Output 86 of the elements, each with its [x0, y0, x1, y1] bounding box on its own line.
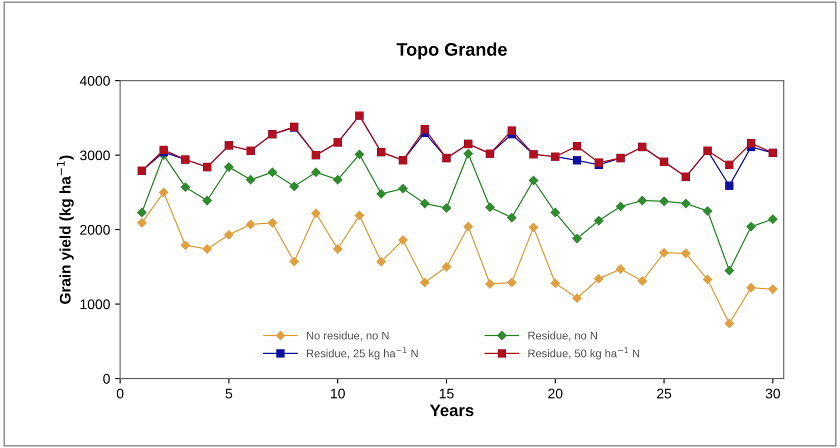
point — [507, 213, 516, 222]
point — [464, 149, 473, 158]
point — [224, 230, 234, 240]
point — [508, 126, 516, 135]
point — [528, 222, 538, 232]
point — [659, 248, 669, 258]
point — [681, 248, 690, 258]
point — [681, 198, 690, 208]
point — [616, 202, 626, 212]
point — [572, 294, 582, 303]
point — [246, 220, 256, 230]
point — [550, 278, 560, 288]
point — [616, 264, 626, 274]
point — [594, 274, 604, 284]
point — [398, 235, 408, 245]
point — [180, 182, 190, 192]
point — [638, 196, 647, 206]
point — [768, 284, 778, 294]
y-tick-label: 4000 — [80, 76, 110, 86]
y-tick-label: 1000 — [80, 299, 110, 310]
point — [290, 257, 299, 266]
point — [594, 216, 604, 226]
point — [246, 175, 256, 184]
point — [528, 176, 538, 186]
point — [290, 182, 299, 192]
legend-label: Residue, 50 kg ha$^{−1}$ N — [528, 347, 640, 360]
x-tick-label: 0 — [116, 388, 124, 398]
point — [659, 196, 669, 206]
point — [594, 158, 603, 167]
point — [333, 175, 342, 184]
x-tick-label: 20 — [548, 388, 562, 398]
point — [572, 234, 582, 244]
point — [746, 222, 756, 232]
point — [572, 156, 582, 164]
x-axis-title: Years — [430, 404, 474, 416]
x-tick-label: 5 — [226, 388, 232, 398]
point — [442, 262, 452, 272]
point — [702, 206, 712, 216]
point — [442, 203, 452, 213]
point — [354, 210, 364, 220]
point — [311, 168, 321, 177]
point — [376, 189, 386, 198]
point — [724, 318, 734, 328]
chart-title: Topo Grande — [396, 42, 507, 60]
point — [137, 208, 146, 218]
legend-label: Residue, no N — [528, 331, 597, 341]
point — [485, 279, 495, 289]
x-tick-label: 30 — [766, 388, 780, 398]
point — [137, 218, 146, 228]
point — [420, 124, 429, 134]
y-tick-label: 2000 — [80, 224, 110, 235]
point — [768, 214, 778, 224]
point — [398, 184, 408, 194]
point — [311, 208, 321, 218]
x-tick-label: 10 — [331, 388, 345, 398]
point — [746, 283, 756, 292]
point — [725, 181, 734, 190]
point — [572, 142, 582, 150]
point — [702, 274, 712, 284]
point — [202, 244, 212, 254]
y-tick-label: 0 — [103, 374, 110, 384]
point — [376, 257, 386, 266]
point — [180, 240, 190, 250]
point — [725, 160, 734, 169]
point — [507, 278, 516, 288]
point — [485, 202, 495, 212]
point — [746, 139, 756, 148]
legend-label: No residue, no N — [306, 331, 388, 341]
legend-label: Residue, 25 kg ha$^{−1}$ N — [306, 347, 418, 360]
point — [464, 222, 473, 232]
y-axis-title: Grain yield (kg ha$^{−1}$) — [56, 156, 74, 304]
point — [202, 196, 212, 206]
point — [268, 168, 278, 177]
x-tick-label: 25 — [657, 388, 672, 398]
y-tick-label: 3000 — [80, 150, 110, 160]
point — [354, 150, 364, 159]
point — [420, 198, 430, 208]
point — [420, 278, 430, 288]
point — [638, 276, 647, 286]
x-tick-label: 15 — [440, 388, 454, 398]
point — [159, 188, 168, 197]
point — [333, 244, 342, 254]
point — [550, 208, 560, 218]
point — [724, 266, 734, 276]
point — [224, 162, 234, 172]
point — [268, 218, 278, 228]
